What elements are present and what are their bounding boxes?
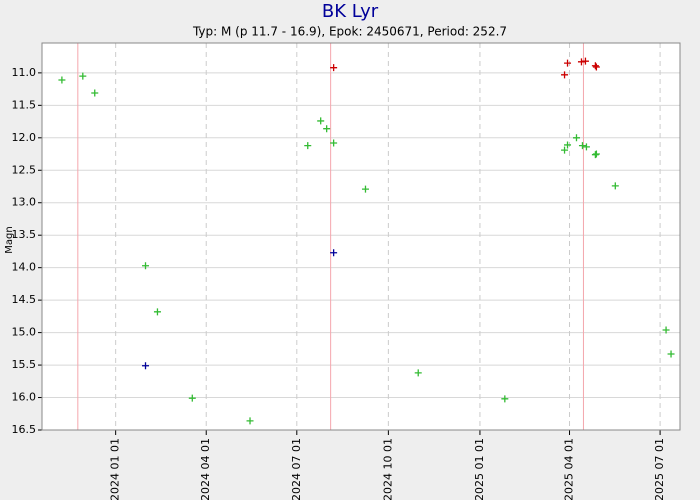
data-point <box>246 417 254 425</box>
data-point <box>572 134 580 142</box>
y-tick-label: 14.0 <box>12 261 37 274</box>
y-tick-label: 16.5 <box>12 423 37 436</box>
data-point <box>592 63 600 71</box>
data-point <box>581 57 589 65</box>
data-point <box>611 182 619 190</box>
plot-border <box>41 42 681 431</box>
data-point <box>330 139 338 147</box>
data-point <box>564 59 572 67</box>
data-point <box>330 64 338 72</box>
y-tick-label: 11.0 <box>12 66 37 79</box>
y-tick-label: 14.5 <box>12 293 37 306</box>
data-point <box>317 117 325 125</box>
data-point <box>304 142 312 150</box>
data-point <box>592 150 600 158</box>
y-tick-label: 15.5 <box>12 358 37 371</box>
data-point <box>582 143 590 151</box>
y-tick-label: 13.5 <box>12 228 37 241</box>
data-point <box>414 369 422 377</box>
data-point <box>153 308 161 316</box>
data-point <box>142 362 150 370</box>
data-point <box>662 326 670 334</box>
data-point <box>91 89 99 97</box>
y-tick-label: 16.0 <box>12 391 37 404</box>
data-point <box>591 62 599 70</box>
data-point <box>79 72 87 80</box>
x-tick-label: 2025 04 01 <box>563 438 576 500</box>
data-point <box>58 76 66 84</box>
y-axis-label: Magn <box>4 226 15 253</box>
data-point <box>361 185 369 193</box>
chart-title: BK Lyr <box>322 1 379 22</box>
data-point <box>330 249 338 257</box>
y-tick-label: 11.5 <box>12 98 37 111</box>
y-tick-label: 12.0 <box>12 131 37 144</box>
x-tick-label: 2025 01 01 <box>473 438 486 500</box>
x-tick-label: 2025 07 01 <box>653 438 666 500</box>
y-tick-label: 15.0 <box>12 326 37 339</box>
data-point <box>188 394 196 402</box>
y-tick-label: 13.0 <box>12 196 37 209</box>
x-tick-label: 2024 04 01 <box>199 438 212 500</box>
data-point <box>323 125 331 133</box>
data-point <box>564 141 572 149</box>
data-point <box>142 262 150 270</box>
data-point <box>578 142 586 150</box>
data-point <box>667 350 675 358</box>
chart-subtitle: Typ: M (p 11.7 - 16.9), Epok: 2450671, P… <box>192 25 507 39</box>
x-tick-label: 2024 01 01 <box>109 438 122 500</box>
data-point <box>561 71 569 79</box>
x-tick-label: 2024 07 01 <box>290 438 303 500</box>
x-tick-label: 2024 10 01 <box>381 438 394 500</box>
y-tick-label: 12.5 <box>12 163 37 176</box>
data-point <box>561 146 569 154</box>
data-point <box>501 395 509 403</box>
plot-area <box>42 43 680 430</box>
